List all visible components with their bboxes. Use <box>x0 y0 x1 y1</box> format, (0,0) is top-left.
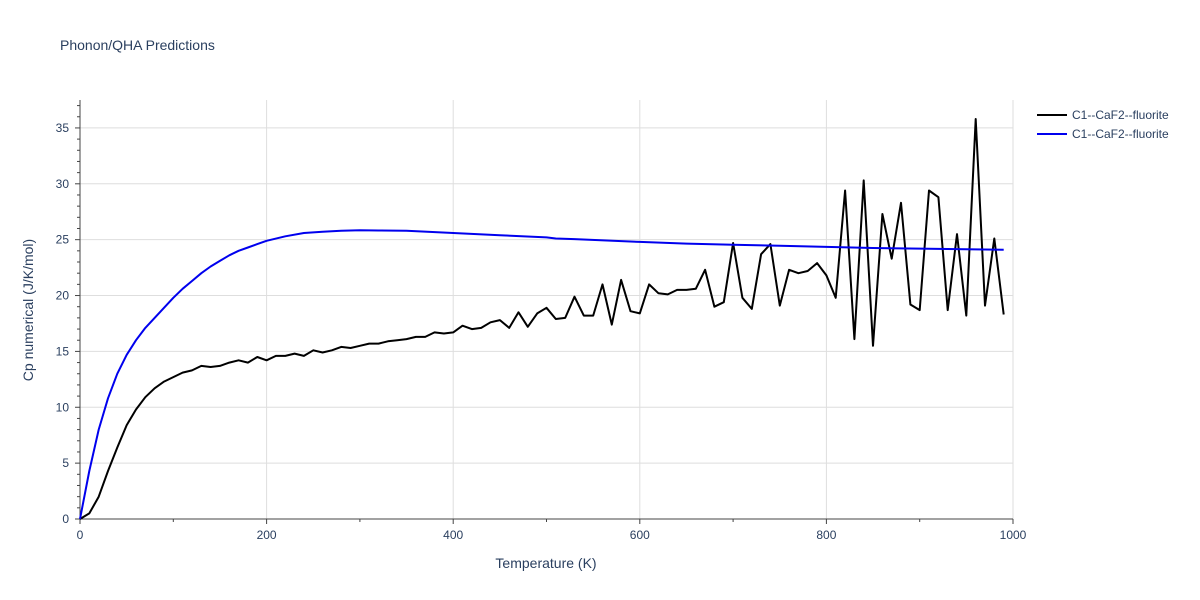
y-tick-label: 0 <box>62 512 69 526</box>
x-tick-label: 0 <box>77 528 84 542</box>
series-line-1[interactable] <box>79 118 1005 520</box>
x-tick-label: 200 <box>257 528 277 542</box>
x-tick-label: 800 <box>816 528 836 542</box>
axes: 0 200 400 600 800 1000 0 5 10 15 20 25 30 35 <box>56 100 1027 542</box>
y-tick-label: 15 <box>56 344 70 358</box>
y-tick-label: 20 <box>56 289 70 303</box>
y-tick-label: 30 <box>56 177 70 191</box>
legend-label: C1--CaF2--fluorite <box>1072 127 1169 141</box>
series-line-2[interactable] <box>79 229 1004 520</box>
y-tick-label: 10 <box>56 400 70 414</box>
grid-lines <box>80 100 1014 519</box>
x-tick-label: 600 <box>630 528 650 542</box>
legend-item-1[interactable]: C1--CaF2--fluorite <box>1037 108 1169 122</box>
plot-area[interactable] <box>79 118 1005 520</box>
y-tick-label: 25 <box>56 233 70 247</box>
y-axis-title: Cp numerical (J/K/mol) <box>20 239 36 381</box>
legend-item-2[interactable]: C1--CaF2--fluorite <box>1037 127 1169 141</box>
legend[interactable]: C1--CaF2--fluorite C1--CaF2--fluorite <box>1037 108 1169 141</box>
y-tick-label: 35 <box>56 121 70 135</box>
x-axis-title: Temperature (K) <box>495 555 596 571</box>
y-tick-label: 5 <box>62 456 69 470</box>
x-tick-label: 1000 <box>1000 528 1027 542</box>
legend-label: C1--CaF2--fluorite <box>1072 108 1169 122</box>
chart-title: Phonon/QHA Predictions <box>60 37 215 53</box>
x-tick-label: 400 <box>443 528 463 542</box>
